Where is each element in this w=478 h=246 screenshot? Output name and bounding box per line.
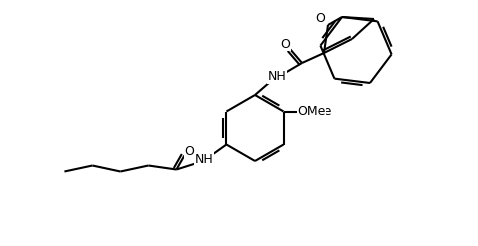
- Text: OMe: OMe: [297, 105, 326, 118]
- Text: O: O: [185, 145, 195, 158]
- Text: OMe: OMe: [304, 105, 332, 118]
- Text: NH: NH: [268, 71, 286, 83]
- Text: O: O: [280, 37, 290, 50]
- Text: O: O: [315, 13, 325, 26]
- Text: NH: NH: [195, 153, 214, 166]
